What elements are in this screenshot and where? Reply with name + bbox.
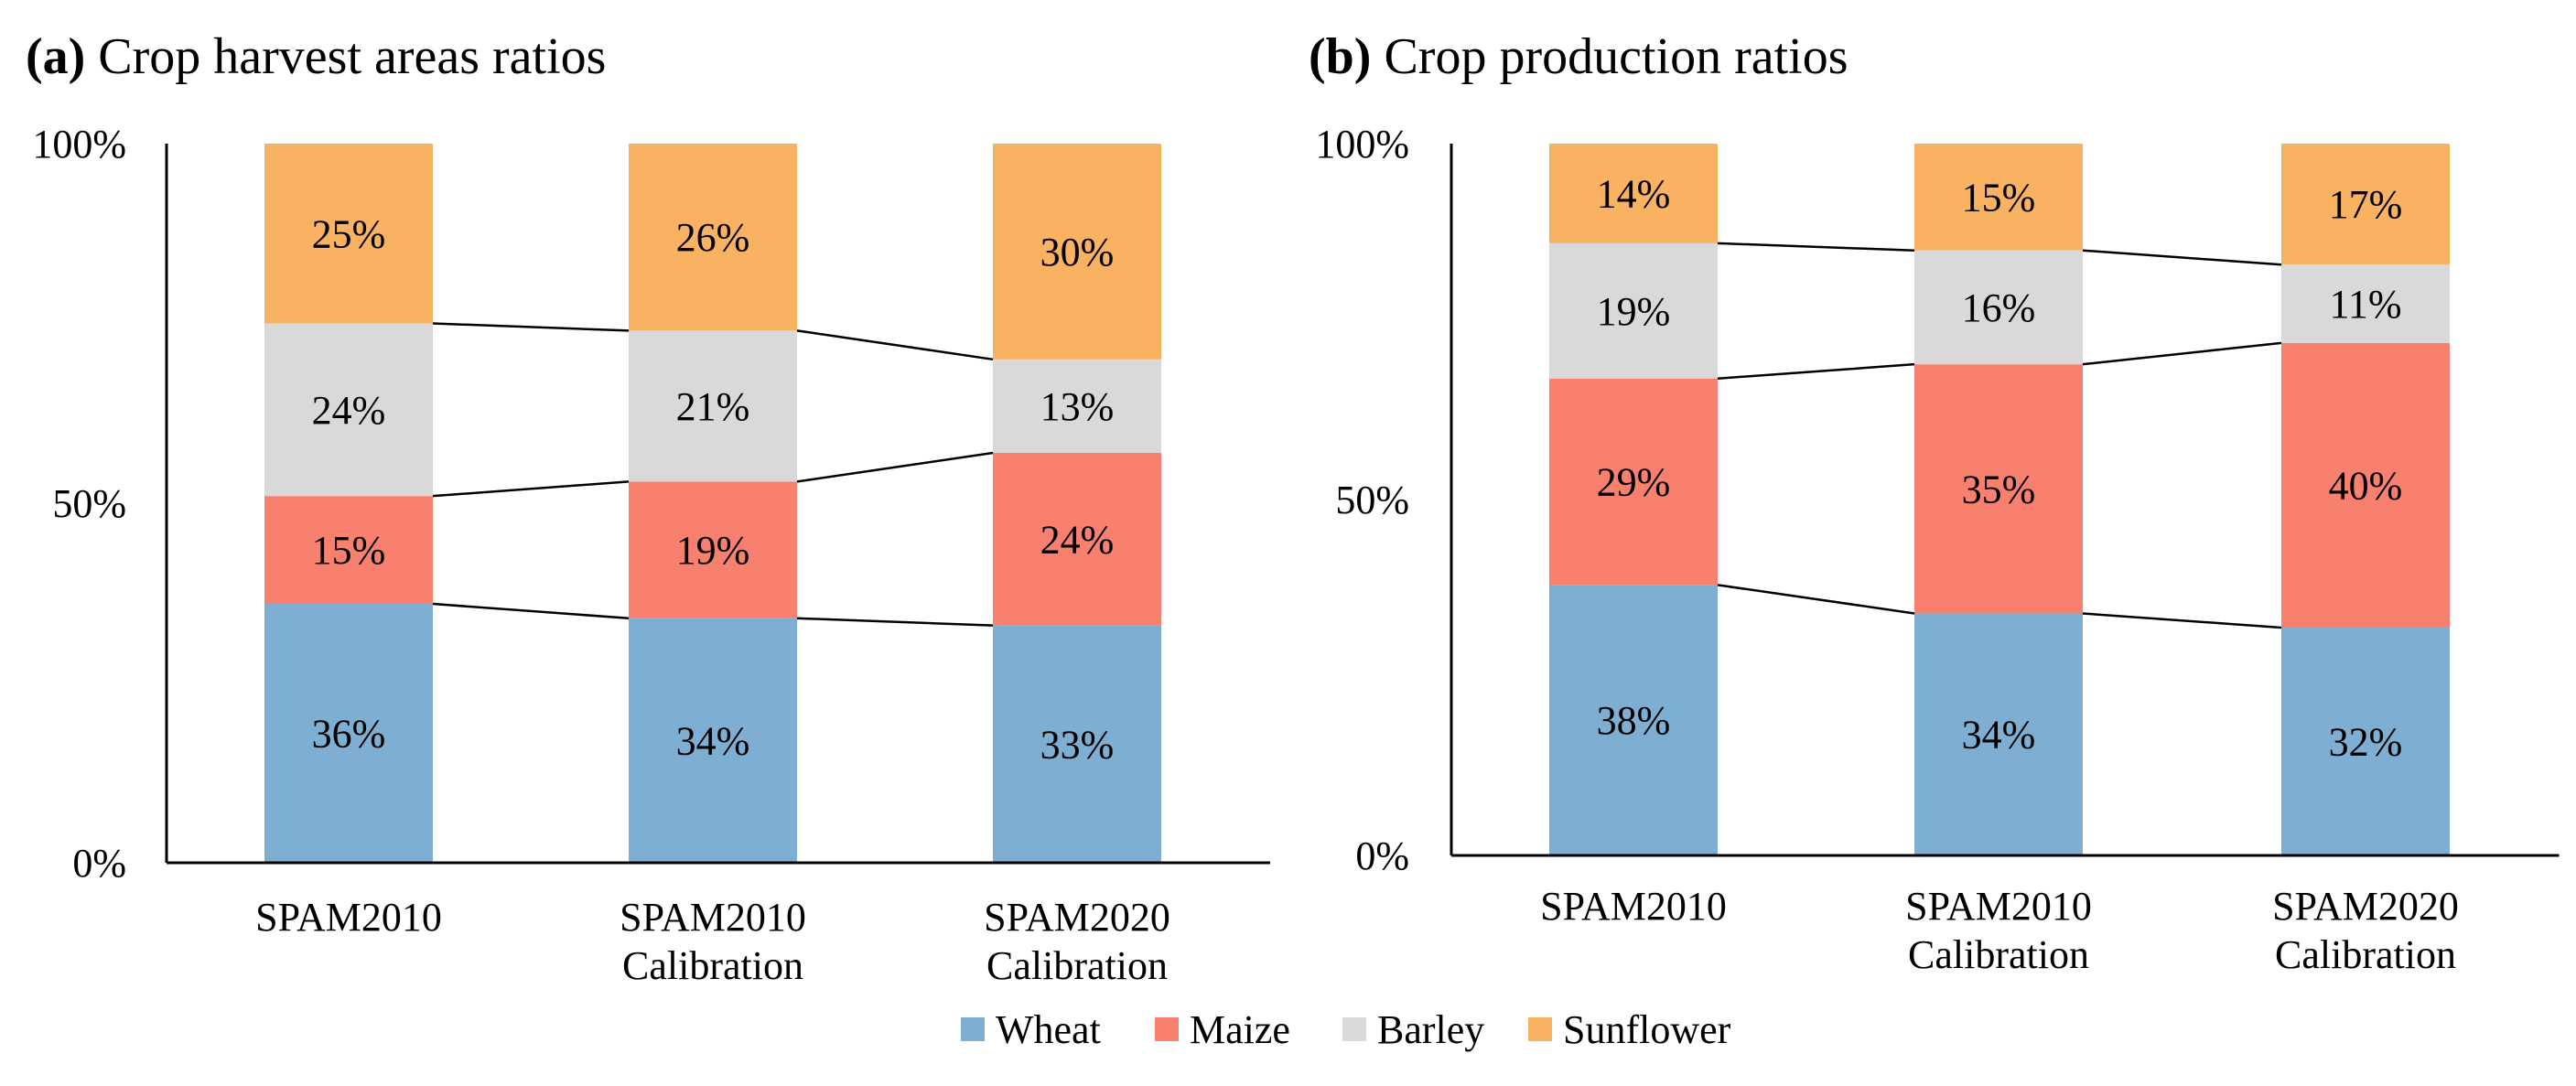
bar-maize-1 bbox=[1914, 364, 2083, 614]
bar-wheat-0 bbox=[264, 604, 433, 863]
legend-swatch-maize bbox=[1155, 1017, 1179, 1041]
bar-maize-2 bbox=[993, 452, 1161, 626]
legend-label-wheat: Wheat bbox=[996, 1007, 1101, 1052]
data-label-maize-0: 29% bbox=[1597, 460, 1671, 505]
legend-label-barley: Barley bbox=[1377, 1007, 1484, 1052]
panel-a-title: (a) Crop harvest areas ratios bbox=[26, 28, 606, 85]
data-label-sunflower-2: 30% bbox=[1040, 230, 1115, 274]
panel-b-title-text: Crop production ratios bbox=[1384, 28, 1848, 85]
series-line-0-0 bbox=[432, 602, 630, 620]
x-category-label: SPAM2010 bbox=[255, 895, 442, 940]
bar-wheat-1 bbox=[1914, 613, 2083, 855]
legend-swatch-barley bbox=[1342, 1017, 1366, 1041]
bar-wheat-2 bbox=[2281, 628, 2450, 855]
legend-label-sunflower: Sunflower bbox=[1563, 1007, 1731, 1052]
bar-barley-0 bbox=[1549, 242, 1718, 379]
series-line-2-1 bbox=[2082, 249, 2282, 266]
series-line-0-1 bbox=[2082, 612, 2282, 629]
data-label-maize-2: 40% bbox=[2329, 463, 2403, 508]
series-line-1-0 bbox=[432, 480, 630, 498]
panel-b-production: (b) Crop production ratios 38% 34% 32% 29% 35%… bbox=[1309, 28, 2560, 977]
data-label-barley-2: 13% bbox=[1040, 384, 1115, 429]
bar-maize-1 bbox=[629, 481, 797, 618]
x-category-label: Calibration bbox=[2275, 932, 2456, 977]
data-label-wheat-1: 34% bbox=[1962, 713, 2036, 758]
data-label-maize-1: 19% bbox=[676, 528, 750, 573]
data-label-barley-1: 21% bbox=[676, 384, 750, 429]
series-line-1-1 bbox=[796, 451, 994, 483]
bar-maize-0 bbox=[264, 496, 433, 605]
panel-b-title: (b) Crop production ratios bbox=[1309, 28, 1848, 85]
series-line-0-1 bbox=[796, 617, 994, 627]
panel-b-letter: (b) bbox=[1309, 28, 1371, 85]
bar-wheat-1 bbox=[629, 618, 797, 863]
series-line-2-0 bbox=[1717, 242, 1915, 252]
legend-swatch-wheat bbox=[961, 1017, 985, 1041]
legend-swatch-sunflower bbox=[1528, 1017, 1552, 1041]
bar-sunflower-2 bbox=[2281, 144, 2450, 265]
bar-barley-1 bbox=[1914, 250, 2083, 365]
panel-a-letter: (a) bbox=[26, 28, 85, 85]
data-label-sunflower-2: 17% bbox=[2329, 182, 2403, 227]
bar-maize-0 bbox=[1549, 378, 1718, 586]
x-category-label: Calibration bbox=[986, 943, 1168, 988]
x-category-label: SPAM2020 bbox=[984, 895, 1170, 940]
y-tick-label: 100% bbox=[32, 122, 126, 167]
y-tick-label: 50% bbox=[52, 481, 126, 526]
data-label-maize-2: 24% bbox=[1040, 517, 1115, 562]
bar-barley-2 bbox=[2281, 264, 2450, 343]
y-tick-label: 0% bbox=[1355, 833, 1409, 878]
bar-wheat-0 bbox=[1549, 585, 1718, 855]
data-label-wheat-0: 38% bbox=[1597, 698, 1671, 743]
bar-sunflower-0 bbox=[264, 144, 433, 324]
data-label-barley-2: 11% bbox=[2329, 282, 2401, 327]
y-tick-label: 50% bbox=[1335, 478, 1409, 522]
x-category-label: Calibration bbox=[1908, 932, 2089, 977]
data-label-sunflower-0: 14% bbox=[1597, 171, 1671, 216]
bar-barley-1 bbox=[629, 330, 797, 482]
data-label-maize-1: 35% bbox=[1962, 467, 2036, 511]
data-label-wheat-0: 36% bbox=[312, 712, 386, 757]
data-label-barley-0: 24% bbox=[312, 388, 386, 433]
bar-sunflower-1 bbox=[1914, 144, 2083, 251]
series-line-1-0 bbox=[1717, 362, 1915, 380]
panel-a-harvest-areas: (a) Crop harvest areas ratios 36% 34% 33% 15%… bbox=[26, 28, 1270, 988]
legend-label-maize: Maize bbox=[1190, 1007, 1290, 1052]
panel-a-title-text: Crop harvest areas ratios bbox=[98, 28, 606, 85]
series-line-1-1 bbox=[2082, 341, 2282, 366]
data-label-barley-1: 16% bbox=[1962, 285, 2036, 330]
x-category-label: SPAM2020 bbox=[2272, 884, 2459, 929]
data-label-sunflower-1: 15% bbox=[1962, 175, 2036, 220]
bar-barley-2 bbox=[993, 359, 1161, 453]
data-label-wheat-1: 34% bbox=[676, 718, 750, 763]
data-label-barley-0: 19% bbox=[1597, 289, 1671, 334]
y-tick-label: 0% bbox=[72, 841, 126, 886]
bar-sunflower-1 bbox=[629, 144, 797, 331]
bar-wheat-2 bbox=[993, 625, 1161, 863]
data-label-wheat-2: 32% bbox=[2329, 720, 2403, 765]
bar-maize-2 bbox=[2281, 342, 2450, 629]
x-category-label: Calibration bbox=[622, 943, 803, 988]
bar-sunflower-2 bbox=[993, 144, 1161, 360]
series-line-2-0 bbox=[432, 322, 630, 332]
data-label-wheat-2: 33% bbox=[1040, 722, 1115, 767]
x-category-label: SPAM2010 bbox=[620, 895, 806, 940]
data-label-sunflower-1: 26% bbox=[676, 215, 750, 260]
bar-barley-0 bbox=[264, 323, 433, 497]
x-category-label: SPAM2010 bbox=[1540, 884, 1727, 929]
legend: Wheat Maize Barley Sunflower bbox=[961, 1007, 1731, 1052]
bar-sunflower-0 bbox=[1549, 144, 1718, 243]
series-line-0-0 bbox=[1717, 584, 1915, 615]
data-label-sunflower-0: 25% bbox=[312, 211, 386, 256]
series-line-2-1 bbox=[796, 329, 994, 361]
data-label-maize-0: 15% bbox=[312, 528, 386, 573]
y-tick-label: 100% bbox=[1315, 122, 1409, 167]
x-category-label: SPAM2010 bbox=[1905, 884, 2092, 929]
